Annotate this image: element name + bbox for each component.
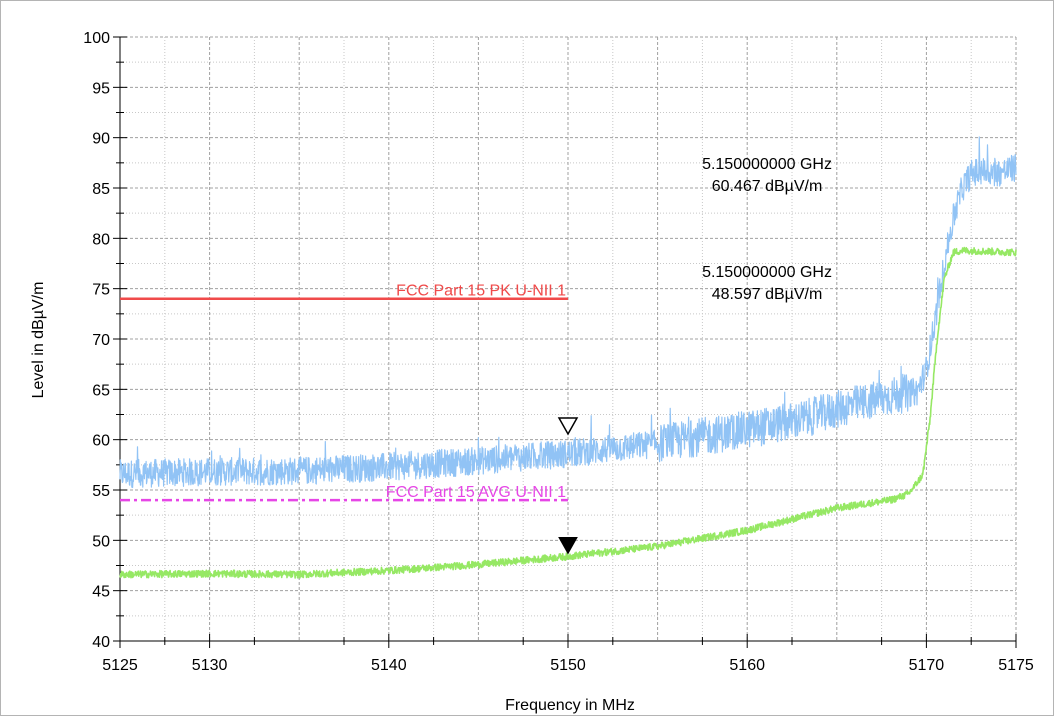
x-tick-label: 5130 (192, 657, 228, 674)
y-tick-label: 65 (92, 382, 110, 399)
series (119, 136, 1017, 579)
y-tick-label: 50 (92, 533, 110, 550)
limit-line-label-0: FCC Part 15 PK U-NII 1 (396, 283, 566, 300)
x-tick-label: 5160 (729, 657, 765, 674)
y-tick-label: 95 (92, 80, 110, 97)
series-0-line (119, 136, 1017, 489)
x-tick-label: 5175 (998, 657, 1034, 674)
marker-1-readout-line-0: 5.150000000 GHz (702, 264, 832, 281)
axes: 40 45 50 55 60 65 70 75 80 85 90 95 100 5125 5130 5140 5… (83, 30, 1034, 674)
y-tick-label: 80 (92, 231, 110, 248)
markers: 5.150000000 GHz 60.467 dBµV/m 5.150000000 … (557, 156, 832, 555)
x-tick-label: 5140 (371, 657, 407, 674)
y-tick-label: 90 (92, 131, 110, 148)
marker-0-readout-line-0: 5.150000000 GHz (702, 156, 832, 173)
marker-0-readout-line-1: 60.467 dBµV/m (712, 178, 823, 195)
y-tick-label: 100 (83, 30, 110, 47)
grid (119, 36, 1017, 642)
y-axis-title: Level in dBµV/m (30, 282, 47, 399)
x-tick-label: 5170 (909, 657, 945, 674)
y-tick-label: 55 (92, 483, 110, 500)
x-axis-title: Frequency in MHz (505, 697, 635, 714)
series-1-line (119, 246, 1017, 579)
limit-lines: FCC Part 15 PK U-NII 1 FCC Part 15 AVG U-… (120, 283, 568, 502)
y-tick-label: 85 (92, 181, 110, 198)
y-tick-label: 45 (92, 584, 110, 601)
marker-1 (558, 536, 578, 555)
y-tick-label: 40 (92, 634, 110, 651)
x-tick-label: 5125 (102, 657, 138, 674)
marker-0 (557, 417, 579, 436)
y-tick-label: 75 (92, 282, 110, 299)
marker-1-readout-line-1: 48.597 dBµV/m (712, 286, 823, 303)
y-tick-label: 70 (92, 332, 110, 349)
y-tick-label: 60 (92, 433, 110, 450)
x-tick-label: 5150 (550, 657, 586, 674)
limit-line-label-1: FCC Part 15 AVG U-NII 1 (386, 484, 566, 501)
